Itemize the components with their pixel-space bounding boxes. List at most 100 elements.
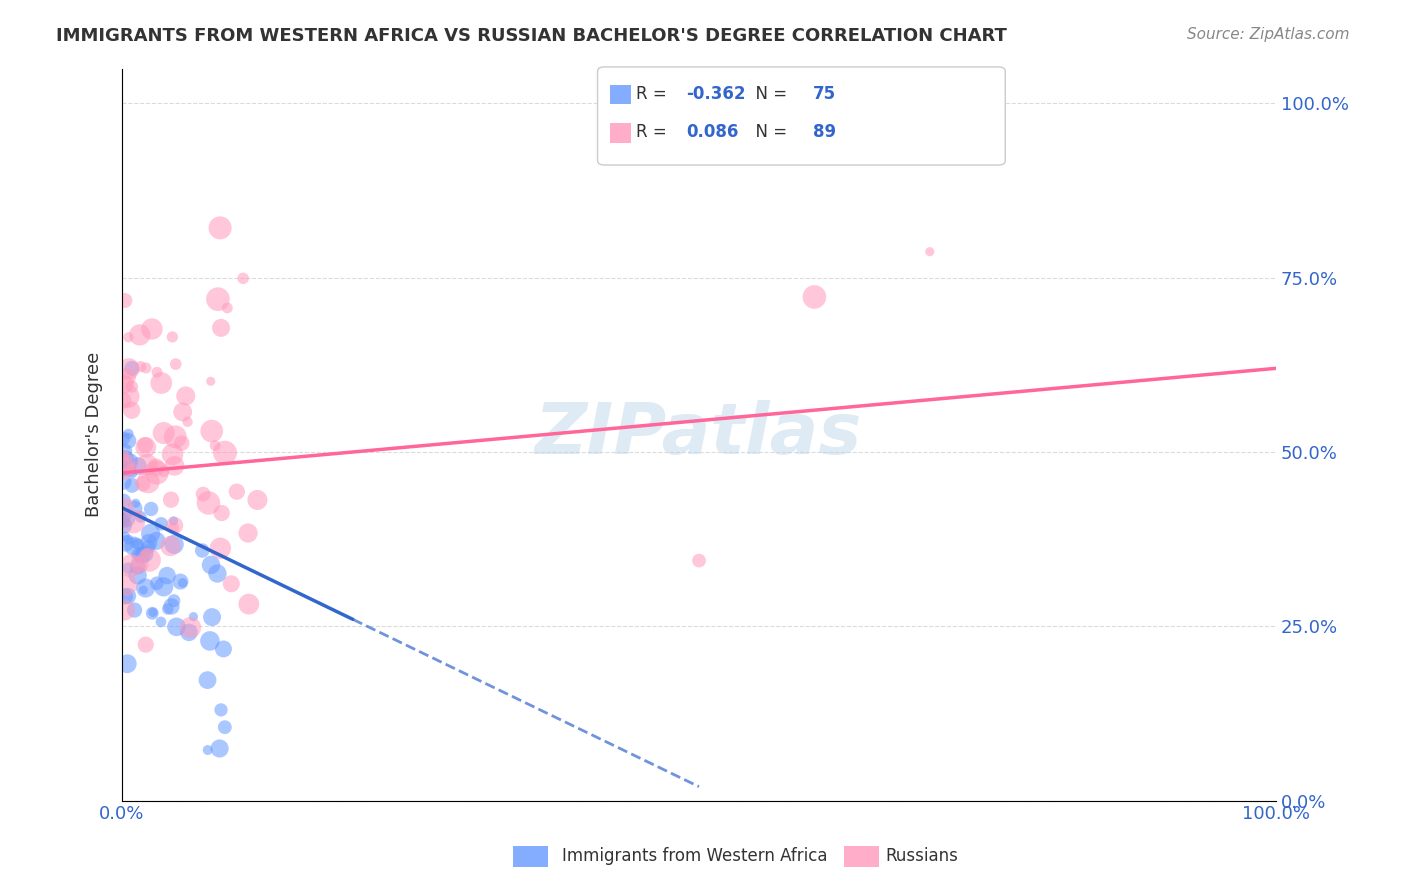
- Point: [124, 536, 146, 550]
- Point: [124, 603, 146, 617]
- Text: IMMIGRANTS FROM WESTERN AFRICA VS RUSSIAN BACHELOR'S DEGREE CORRELATION CHART: IMMIGRANTS FROM WESTERN AFRICA VS RUSSIA…: [56, 27, 1007, 45]
- Point: [212, 642, 235, 657]
- Point: [112, 432, 135, 446]
- Point: [134, 438, 156, 452]
- Text: Immigrants from Western Africa: Immigrants from Western Africa: [562, 847, 828, 865]
- Text: N =: N =: [745, 85, 793, 103]
- Point: [219, 576, 242, 591]
- Point: [165, 430, 187, 444]
- Point: [238, 597, 260, 611]
- Point: [163, 458, 186, 473]
- Point: [124, 501, 146, 516]
- Point: [112, 377, 135, 392]
- Text: ZIPatlas: ZIPatlas: [536, 401, 863, 469]
- Point: [162, 447, 184, 461]
- Point: [142, 606, 165, 620]
- Point: [209, 703, 232, 717]
- Point: [207, 292, 229, 306]
- Point: [146, 365, 169, 379]
- Point: [114, 457, 136, 471]
- Point: [135, 547, 157, 561]
- Point: [122, 539, 145, 553]
- Point: [162, 330, 184, 344]
- Point: [162, 521, 184, 535]
- Point: [198, 634, 221, 648]
- Point: [165, 357, 187, 371]
- Text: Russians: Russians: [886, 847, 959, 865]
- Point: [132, 583, 155, 598]
- Text: -0.362: -0.362: [686, 85, 745, 103]
- Point: [115, 657, 138, 671]
- Text: 89: 89: [813, 123, 835, 141]
- Point: [176, 415, 198, 429]
- Point: [211, 506, 233, 520]
- Point: [114, 443, 136, 458]
- Point: [146, 466, 169, 480]
- Point: [127, 559, 149, 574]
- Point: [163, 518, 186, 533]
- Text: R =: R =: [636, 85, 672, 103]
- Point: [115, 370, 138, 384]
- Point: [127, 568, 149, 582]
- Point: [207, 566, 229, 581]
- Point: [112, 393, 135, 408]
- Point: [125, 496, 148, 510]
- Point: [236, 526, 259, 541]
- Point: [149, 615, 172, 629]
- Point: [209, 541, 232, 556]
- Point: [122, 515, 145, 529]
- Point: [117, 434, 139, 448]
- Point: [112, 475, 135, 489]
- Point: [688, 553, 710, 567]
- Point: [191, 487, 214, 501]
- Point: [191, 543, 214, 558]
- Point: [135, 441, 157, 455]
- Text: N =: N =: [745, 123, 793, 141]
- Point: [209, 220, 232, 235]
- Point: [131, 548, 153, 562]
- Point: [114, 461, 136, 475]
- Point: [114, 590, 136, 604]
- Point: [166, 620, 188, 634]
- Point: [117, 330, 139, 344]
- Point: [145, 460, 167, 475]
- Point: [145, 533, 167, 548]
- Text: Source: ZipAtlas.com: Source: ZipAtlas.com: [1187, 27, 1350, 42]
- Point: [120, 463, 142, 477]
- Point: [918, 244, 941, 259]
- Point: [141, 322, 163, 336]
- Point: [150, 516, 173, 531]
- Point: [117, 389, 139, 403]
- Point: [114, 293, 136, 308]
- Point: [112, 449, 135, 463]
- Point: [114, 516, 136, 530]
- Point: [138, 553, 160, 567]
- Point: [232, 271, 254, 285]
- Point: [112, 512, 135, 526]
- Point: [136, 458, 159, 472]
- Point: [139, 526, 162, 541]
- Point: [121, 462, 143, 476]
- Point: [112, 603, 135, 617]
- Point: [201, 424, 224, 438]
- Point: [152, 580, 174, 594]
- Point: [172, 575, 194, 590]
- Point: [177, 625, 200, 640]
- Point: [141, 607, 163, 621]
- Point: [150, 376, 173, 390]
- Point: [135, 361, 157, 376]
- Point: [209, 321, 232, 335]
- Point: [197, 743, 219, 757]
- Point: [136, 475, 159, 489]
- Point: [160, 492, 183, 507]
- Point: [138, 535, 160, 549]
- Point: [204, 439, 226, 453]
- Text: 75: 75: [813, 85, 835, 103]
- Point: [200, 374, 222, 388]
- Point: [112, 493, 135, 508]
- Point: [217, 301, 239, 315]
- Point: [208, 741, 231, 756]
- Point: [121, 379, 143, 393]
- Point: [115, 511, 138, 525]
- Point: [156, 602, 179, 616]
